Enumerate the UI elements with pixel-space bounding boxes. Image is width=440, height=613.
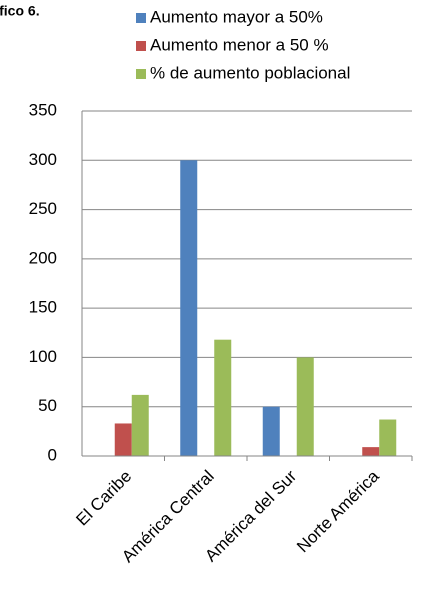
y-tick-label: 200 — [29, 248, 57, 267]
bar — [262, 406, 280, 456]
bar — [131, 394, 149, 456]
legend-swatch — [136, 69, 146, 79]
legend-label: % de aumento poblacional — [150, 63, 350, 82]
x-tick-label: Norte América — [293, 466, 383, 556]
y-tick-label: 250 — [29, 199, 57, 218]
y-tick-label: 100 — [29, 347, 57, 366]
bar — [296, 357, 314, 456]
chart-title: Gráfico 6. — [0, 3, 40, 19]
bar — [180, 160, 198, 457]
legend-label: Aumento mayor a 50% — [150, 7, 323, 26]
bar — [114, 423, 132, 456]
y-tick-label: 300 — [29, 150, 57, 169]
legend-label: Aumento menor a 50 % — [150, 35, 329, 54]
legend-swatch — [136, 13, 146, 23]
y-tick-label: 50 — [38, 396, 57, 415]
y-tick-label: 150 — [29, 298, 57, 317]
bar — [214, 339, 232, 456]
bar — [379, 419, 397, 456]
legend-swatch — [136, 41, 146, 51]
y-tick-label: 350 — [29, 100, 57, 119]
y-tick-label: 0 — [48, 445, 57, 464]
x-tick-label: El Caribe — [72, 467, 135, 530]
bar — [362, 447, 380, 456]
